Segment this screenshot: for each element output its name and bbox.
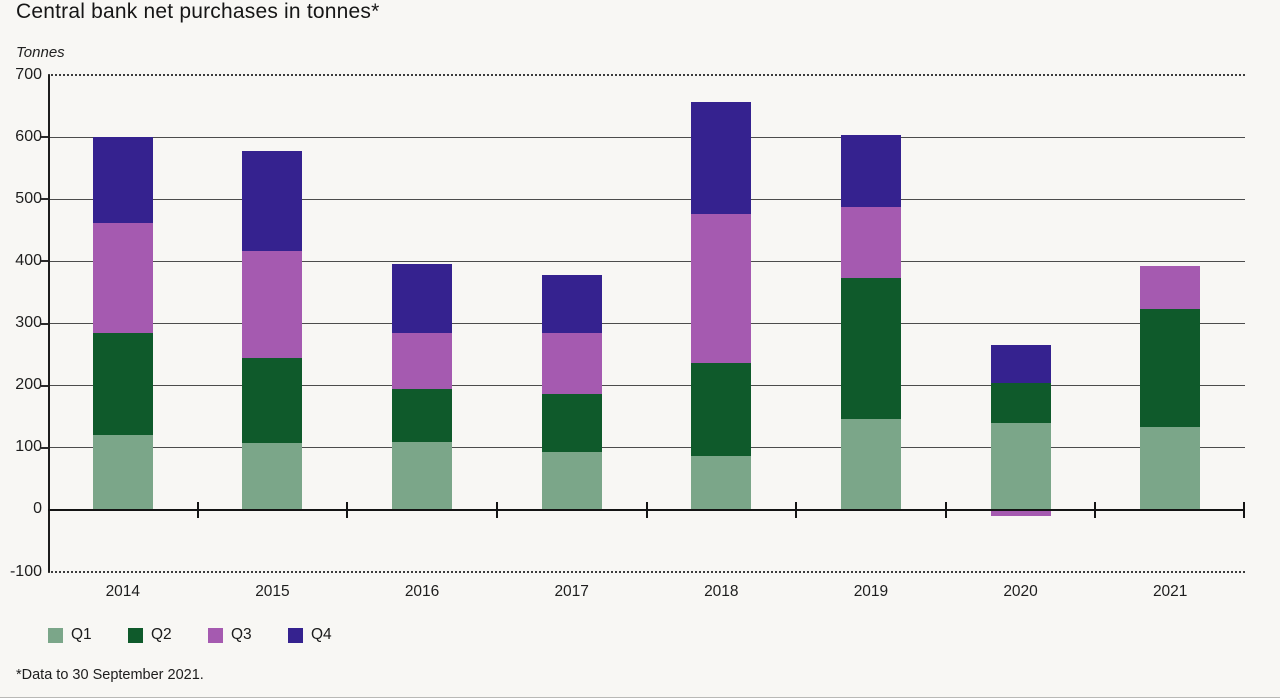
y-axis-tick-400 xyxy=(41,260,48,263)
gridline-600 xyxy=(48,136,1245,138)
legend-swatch-q2-icon xyxy=(128,627,143,643)
y-axis-label--100: -100 xyxy=(9,562,42,580)
legend-item-q4: Q4 xyxy=(288,626,332,644)
bar-segment-2020-Q4 xyxy=(990,345,1051,384)
x-axis-tick-6 xyxy=(944,501,947,518)
legend-item-q1: Q1 xyxy=(48,626,128,644)
bar-segment-2016-Q4 xyxy=(392,264,453,333)
gridline-300 xyxy=(48,323,1245,324)
y-axis-label-600: 600 xyxy=(15,127,42,145)
legend-label-q4: Q4 xyxy=(311,626,332,643)
gridline-100 xyxy=(48,447,1245,449)
bar-segment-2018-Q1 xyxy=(691,455,752,510)
y-axis-label-200: 200 xyxy=(15,376,42,394)
gridline-700 xyxy=(48,74,1245,76)
bar-segment-2021-Q1 xyxy=(1140,426,1201,510)
bar-segment-2018-Q2 xyxy=(691,362,752,456)
bar-segment-2015-Q4 xyxy=(242,150,303,252)
gridline-500 xyxy=(48,198,1245,200)
x-axis-label-2020: 2020 xyxy=(1003,583,1038,600)
bar-segment-2021-Q3 xyxy=(1140,265,1201,310)
legend: Q1 Q2 Q3 Q4 xyxy=(48,626,332,644)
footnote: *Data to 30 September 2021. xyxy=(16,667,204,683)
y-axis-label-0: 0 xyxy=(33,500,42,518)
y-axis-label-300: 300 xyxy=(15,314,42,331)
y-axis-tick-200 xyxy=(41,384,48,387)
gridline-200 xyxy=(48,385,1245,387)
legend-swatch-q1-icon xyxy=(48,627,63,643)
chart-title: Central bank net purchases in tonnes* xyxy=(16,0,380,23)
bar-segment-2017-Q2 xyxy=(541,394,602,453)
x-axis-tick-2 xyxy=(346,501,349,518)
bar-segment-2015-Q3 xyxy=(242,251,303,359)
bar-segment-2016-Q3 xyxy=(392,332,453,389)
legend-label-q3: Q3 xyxy=(231,626,252,643)
y-axis-tick-500 xyxy=(41,198,48,201)
x-axis-tick-4 xyxy=(645,501,648,518)
bar-segment-2020-Q2 xyxy=(990,383,1051,423)
x-axis-tick-1 xyxy=(196,501,199,518)
bar-segment-2015-Q1 xyxy=(242,443,303,510)
y-axis-label-400: 400 xyxy=(15,251,42,269)
legend-swatch-q4-icon xyxy=(288,627,303,643)
legend-item-q2: Q2 xyxy=(128,626,208,644)
bar-segment-2017-Q1 xyxy=(541,452,602,510)
bar-segment-2020-Q1 xyxy=(990,422,1051,510)
y-axis-label-100: 100 xyxy=(15,438,42,456)
x-axis-tick-3 xyxy=(495,501,498,518)
bar-segment-2014-Q2 xyxy=(92,332,153,436)
legend-swatch-q3-icon xyxy=(208,627,223,643)
bar-segment-2016-Q1 xyxy=(392,441,453,510)
bar-segment-2021-Q2 xyxy=(1140,309,1201,427)
legend-label-q2: Q2 xyxy=(151,626,172,643)
bar-segment-2019-Q2 xyxy=(840,278,901,419)
y-axis-unit-label: Tonnes xyxy=(16,44,65,61)
x-axis-label-2017: 2017 xyxy=(554,583,589,600)
bar-segment-2017-Q3 xyxy=(541,332,602,395)
x-axis-tick-7 xyxy=(1094,501,1097,518)
x-axis-label-2019: 2019 xyxy=(853,583,889,600)
bar-segment-2014-Q3 xyxy=(92,222,153,333)
bar-segment-2016-Q2 xyxy=(392,388,453,442)
legend-label-q1: Q1 xyxy=(71,626,92,643)
x-axis-label-2018: 2018 xyxy=(704,583,739,600)
y-axis-tick-300 xyxy=(41,322,48,325)
bar-segment-2015-Q2 xyxy=(242,358,303,444)
bar-segment-2014-Q1 xyxy=(92,435,153,510)
bar-segment-2019-Q3 xyxy=(840,207,901,279)
bar-segment-2019-Q4 xyxy=(840,134,901,208)
y-axis-line xyxy=(48,75,50,572)
y-axis-label-500: 500 xyxy=(15,189,42,207)
y-axis-tick-600 xyxy=(41,136,48,139)
y-axis-tick-100 xyxy=(41,446,48,449)
x-axis-label-2021: 2021 xyxy=(1152,583,1188,600)
legend-item-q3: Q3 xyxy=(208,626,288,644)
x-axis-tick-8 xyxy=(1243,501,1245,518)
gridline--100 xyxy=(48,571,1245,573)
x-axis-label-2016: 2016 xyxy=(404,583,440,600)
bar-segment-2018-Q3 xyxy=(691,213,752,363)
gridline-400 xyxy=(48,260,1245,262)
bar-segment-2020-Q3 xyxy=(990,509,1051,517)
bar-segment-2017-Q4 xyxy=(541,275,602,333)
x-axis-label-2015: 2015 xyxy=(255,583,290,600)
bar-segment-2014-Q4 xyxy=(92,137,153,223)
bar-segment-2019-Q1 xyxy=(840,418,901,510)
y-axis-label-700: 700 xyxy=(15,65,42,83)
bar-segment-2018-Q4 xyxy=(691,102,752,214)
x-axis-label-2014: 2014 xyxy=(105,583,141,600)
x-axis-tick-5 xyxy=(795,501,798,518)
plot-area xyxy=(41,74,1245,573)
